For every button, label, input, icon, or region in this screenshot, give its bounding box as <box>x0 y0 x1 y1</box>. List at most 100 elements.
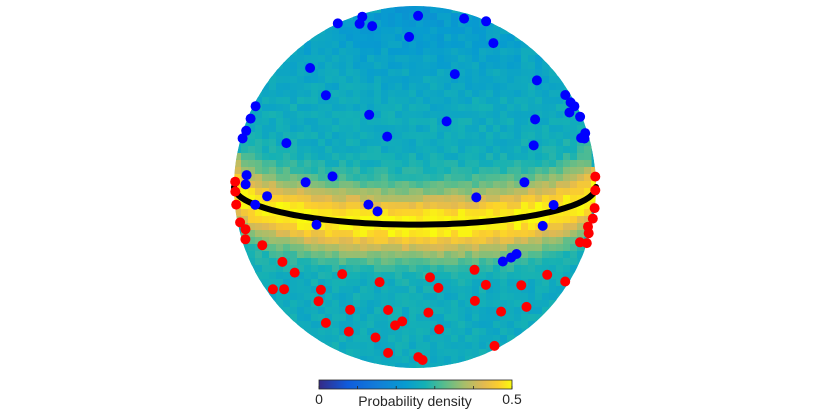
density-cell <box>416 146 424 154</box>
density-cell <box>353 160 361 168</box>
density-cell <box>276 188 284 196</box>
density-cell <box>332 279 340 287</box>
blue-point <box>413 10 424 21</box>
density-cell <box>262 104 270 112</box>
density-cell <box>479 202 487 210</box>
density-cell <box>402 202 410 210</box>
density-cell <box>360 48 368 56</box>
density-cell <box>493 237 501 245</box>
density-cell <box>339 153 347 161</box>
density-cell <box>402 104 410 112</box>
density-cell <box>241 160 249 168</box>
density-cell <box>521 209 529 217</box>
density-cell <box>388 13 396 21</box>
density-cell <box>353 55 361 63</box>
density-cell <box>276 230 284 238</box>
density-cell <box>437 174 445 182</box>
density-cell <box>451 90 459 98</box>
density-cell <box>381 27 389 35</box>
density-cell <box>388 181 396 189</box>
density-cell <box>451 258 459 266</box>
density-cell <box>500 27 508 35</box>
density-cell <box>416 48 424 56</box>
density-cell <box>479 272 487 280</box>
density-cell <box>388 209 396 217</box>
density-cell <box>542 132 550 140</box>
density-cell <box>360 55 368 63</box>
density-cell <box>451 118 459 126</box>
density-cell <box>549 272 557 280</box>
density-cell <box>346 181 354 189</box>
density-cell <box>570 132 578 140</box>
density-cell <box>402 356 410 364</box>
density-cell <box>500 272 508 280</box>
density-cell <box>430 293 438 301</box>
density-cell <box>584 209 592 217</box>
density-cell <box>472 335 480 343</box>
density-cell <box>276 167 284 175</box>
density-cell <box>255 167 263 175</box>
density-cell <box>374 69 382 77</box>
density-cell <box>465 314 473 322</box>
density-cell <box>486 125 494 133</box>
density-cell <box>304 202 312 210</box>
density-cell <box>507 174 515 182</box>
density-cell <box>409 349 417 357</box>
density-cell <box>500 209 508 217</box>
density-cell <box>479 167 487 175</box>
density-cell <box>290 237 298 245</box>
density-cell <box>276 244 284 252</box>
density-cell <box>493 188 501 196</box>
density-cell <box>535 62 543 70</box>
density-cell <box>472 69 480 77</box>
density-cell <box>332 41 340 49</box>
density-cell <box>353 167 361 175</box>
density-cell <box>269 181 277 189</box>
density-cell <box>304 132 312 140</box>
density-cell <box>332 244 340 252</box>
density-cell <box>556 76 564 84</box>
density-cell <box>535 97 543 105</box>
density-cell <box>255 188 263 196</box>
density-cell <box>465 111 473 119</box>
density-cell <box>353 265 361 273</box>
density-cell <box>367 356 375 364</box>
density-cell <box>297 272 305 280</box>
red-point <box>370 332 381 343</box>
density-cell <box>311 111 319 119</box>
density-cell <box>535 83 543 91</box>
density-cell <box>311 167 319 175</box>
density-cell <box>493 223 501 231</box>
density-cell <box>416 62 424 70</box>
density-cell <box>269 90 277 98</box>
density-cell <box>346 160 354 168</box>
density-cell <box>311 160 319 168</box>
density-cell <box>311 202 319 210</box>
density-cell <box>507 55 515 63</box>
density-cell <box>521 237 529 245</box>
density-cell <box>318 104 326 112</box>
density-cell <box>353 279 361 287</box>
density-cell <box>486 307 494 315</box>
density-cell <box>465 349 473 357</box>
density-cell <box>549 244 557 252</box>
density-cell <box>262 258 270 266</box>
density-cell <box>325 272 333 280</box>
density-cell <box>248 146 256 154</box>
density-cell <box>346 314 354 322</box>
density-cell <box>535 139 543 147</box>
density-cell <box>472 181 480 189</box>
density-cell <box>311 104 319 112</box>
density-cell <box>423 160 431 168</box>
density-cell <box>395 216 403 224</box>
density-cell <box>486 160 494 168</box>
density-cell <box>339 342 347 350</box>
density-cell <box>479 41 487 49</box>
density-cell <box>507 153 515 161</box>
density-cell <box>388 258 396 266</box>
density-cell <box>563 132 571 140</box>
density-cell <box>409 286 417 294</box>
density-cell <box>332 258 340 266</box>
density-cell <box>255 153 263 161</box>
density-cell <box>297 230 305 238</box>
